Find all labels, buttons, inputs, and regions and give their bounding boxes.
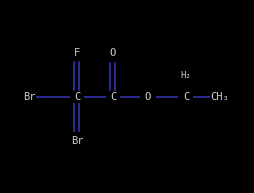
Text: Br: Br [23,92,36,102]
Text: O: O [109,48,116,58]
Text: H₂: H₂ [180,71,190,80]
Text: C: C [74,92,80,102]
Text: CH₃: CH₃ [210,92,229,102]
Text: F: F [74,48,80,58]
Text: O: O [144,92,151,102]
Text: C: C [109,92,116,102]
Text: C: C [182,92,188,102]
Text: Br: Br [70,136,83,146]
